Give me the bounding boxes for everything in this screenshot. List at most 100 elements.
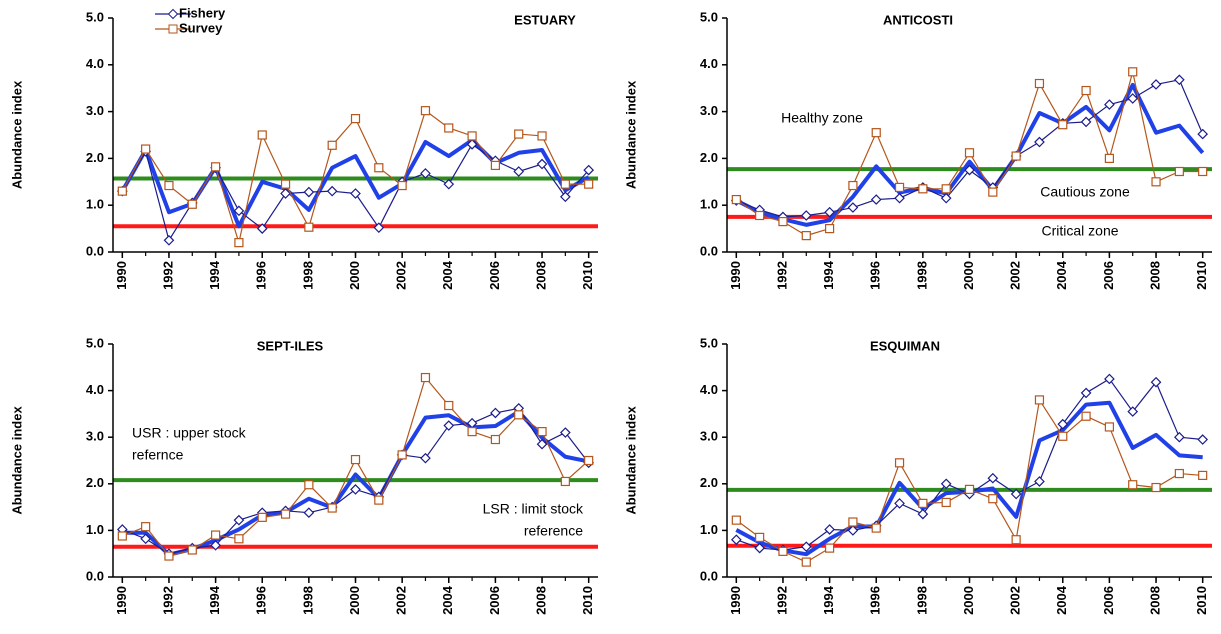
marker-square [1198,470,1208,481]
x-tick-label: 1996 [868,586,883,615]
marker-square [1128,480,1138,490]
marker-square [755,210,765,221]
marker-square [350,114,361,124]
y-tick-label: 3.0 [700,429,718,444]
y-tick-label: 1.0 [86,522,104,537]
y-tick-label: 0.0 [700,243,718,258]
marker-square [1198,166,1208,177]
marker-diamond [443,178,455,190]
x-tick-label: 2010 [580,261,595,290]
x-tick-label: 2000 [347,261,362,290]
marker-square [1104,422,1115,432]
marker-diamond [894,192,905,204]
marker-diamond [583,164,595,176]
marker-square [280,179,291,189]
marker-square [848,517,858,527]
y-tick-label: 4.0 [700,382,718,397]
marker-square [187,199,197,209]
y-tick-label: 4.0 [700,56,718,71]
x-tick-label: 1998 [914,261,929,290]
marker-square [420,372,431,383]
legend-marker [168,24,178,34]
marker-square [918,498,928,508]
x-tick-label: 2006 [487,261,502,290]
marker-diamond [280,188,291,199]
marker-diamond [824,524,835,535]
y-tick-label: 5.0 [700,335,718,350]
marker-diamond [730,534,742,546]
x-tick-label: 2002 [394,586,409,615]
marker-square [467,427,477,437]
panel: 0.0 1.0 2.0 3.0 4.0 5.0 1990 1992 1994 1996 1998 20… [9,5,598,290]
x-tick-label: 1994 [207,585,222,615]
marker-diamond [964,164,975,176]
annotation: USR : upper stock [132,425,247,441]
marker-diamond [1197,128,1209,140]
panel: 0.0 1.0 2.0 3.0 4.0 5.0 1990 1992 1994 1996 1998 20… [623,9,1212,290]
marker-square [141,144,151,154]
marker-diamond [1080,116,1092,128]
x-tick-label: 1992 [160,261,175,290]
marker-diamond [420,452,431,464]
annotation: Cautious zone [1040,184,1130,200]
marker-diamond [894,498,905,509]
marker-square [537,131,547,141]
marker-square [871,128,881,138]
marker-square [420,106,431,116]
x-tick-label: 2004 [1054,585,1069,615]
marker-square [918,184,928,194]
x-tick-label: 2010 [1194,261,1209,290]
y-axis-label: Abundance index [623,80,638,189]
marker-square [1174,468,1184,479]
marker-square [304,222,314,232]
x-tick-label: 1996 [868,261,883,290]
marker-square [164,551,174,561]
marker-square [894,182,905,193]
marker-square [824,543,835,553]
annotation: refernce [132,447,184,463]
x-tick-label: 2004 [440,585,455,615]
marker-square [584,455,594,466]
marker-diamond [847,202,859,213]
marker-diamond [1150,376,1162,388]
marker-diamond [350,484,361,495]
marker-square [988,494,998,504]
marker-square [941,497,951,508]
x-tick-label: 2008 [1147,586,1162,615]
x-tick-label: 1990 [728,261,743,290]
x-tick-label: 2000 [961,586,976,615]
marker-diamond [1127,93,1139,104]
marker-diamond [326,185,338,197]
y-tick-label: 5.0 [700,9,718,24]
marker-diamond [1080,387,1092,399]
marker-square [801,231,811,241]
marker-square [778,546,788,556]
marker-diamond [536,438,548,450]
marker-square [514,129,524,139]
marker-square [1128,67,1138,77]
panel-title: ESQUIMAN [870,338,940,353]
x-tick-label: 2004 [440,260,455,290]
panel-title: SEPT-ILES [257,338,324,353]
legend-marker [167,8,179,20]
marker-diamond [800,210,812,221]
series-line [735,400,1203,557]
annotation: Critical zone [1041,223,1118,239]
series-line [736,378,1203,551]
y-tick-label: 1.0 [86,197,104,212]
marker-square [964,484,975,494]
marker-square [941,184,951,194]
marker-diamond [536,158,548,170]
marker-square [164,180,174,191]
x-tick-label: 1992 [774,586,789,615]
x-tick-label: 1990 [114,261,129,290]
annotation: LSR : limit stock [483,501,584,517]
panel-title: ANTICOSTI [883,12,953,27]
annotation: Healthy zone [781,110,863,126]
x-tick-label: 1994 [821,585,836,615]
marker-diamond [373,222,385,234]
marker-square [1034,395,1045,405]
marker-square [444,400,454,411]
x-tick-label: 2002 [1008,586,1023,615]
